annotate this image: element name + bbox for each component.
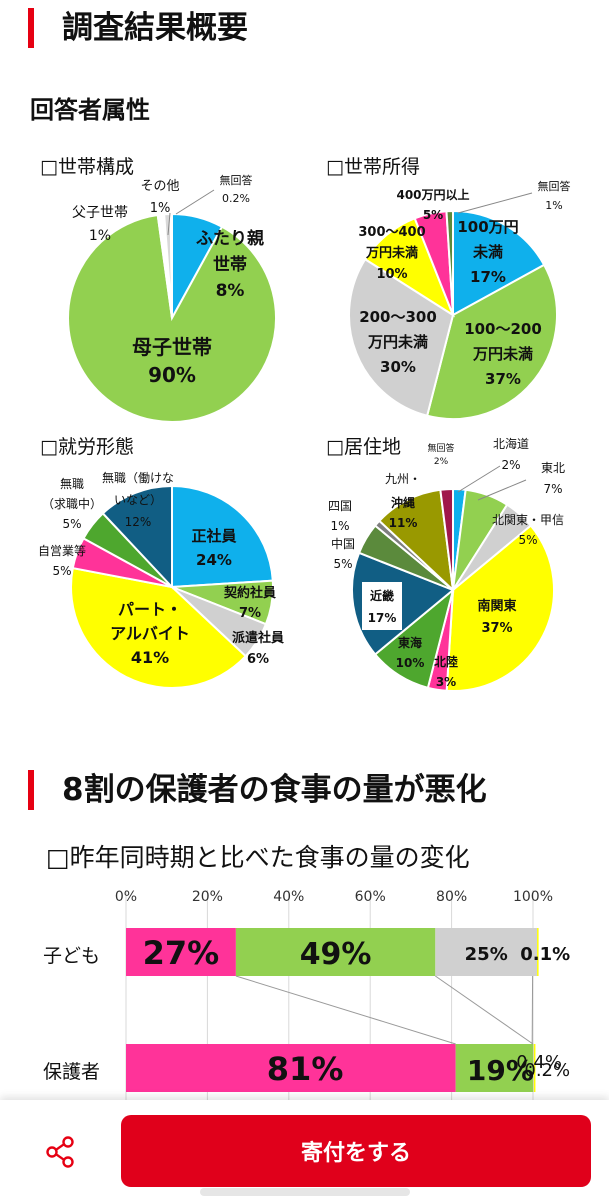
slice-label: 近畿 17% [368,588,397,625]
share-icon [45,1136,75,1172]
slice-label: 自営業等 5% [38,544,86,578]
slice-label: 四国 1% [328,499,352,533]
x-tick-label: 0% [115,889,137,905]
category-label: 保護者 [43,1061,100,1083]
x-tick-label: 40% [273,889,304,905]
bar-segment [126,928,236,976]
pie-title-household: □世帯構成 [40,156,134,178]
leader-line [477,479,527,501]
slice-label: 契約社員 7% [223,585,276,621]
pie-slice [425,263,558,420]
slice-label: 中国 5% [331,536,355,571]
connector-line [235,975,456,1045]
leader-line [457,192,533,214]
label-box [362,582,402,630]
x-tick-label: 20% [192,889,223,905]
x-tick-label: 60% [355,889,386,905]
category-label: 子ども [43,945,100,967]
slice-label: 東海 10% [396,635,425,670]
pie-chart-employment: 正社員 24% 契約社員 7% 派遣社員 6% パート・アルバイト 41% 自営業等 5% 無職（求… [38,470,284,689]
data-label: 27% [143,934,220,972]
slice-label: 北陸 3% [434,654,458,689]
bar-segment [537,928,539,976]
data-label: 0.2% [524,1060,570,1081]
pie-slice [171,484,274,589]
slice-label: 派遣社員 6% [232,630,284,667]
data-label: 49% [300,937,372,972]
slice-label: 正社員 24% [191,527,236,569]
slice-label: 200〜300 万円未満 30% [359,308,437,376]
pie-slice [70,566,248,689]
slice-label: 父子世帯 1% [72,205,128,244]
pie-slice [452,209,546,317]
leader-line [457,465,501,493]
slice-label: 無職（働けないなど） 12% [102,470,174,529]
data-label: 25% [465,944,508,965]
slice-label: 無回答 1% [538,179,571,212]
section-heading-summary: 調査結果概要 [28,8,248,48]
bar-segment [455,1044,533,1092]
x-tick-label: 80% [436,889,467,905]
share-button[interactable] [38,1132,82,1176]
data-label: 19% [467,1054,534,1087]
pie-title-residence: □居住地 [326,436,401,458]
slice-label: 100万円未満 17% [457,218,518,286]
pie-slice [445,524,555,692]
bar-segment [126,1044,456,1092]
slice-label: パート・アルバイト 41% [110,600,190,667]
slice-label: 東北 7% [541,461,565,496]
donate-button[interactable]: 寄付をする [121,1115,591,1187]
slice-label: 北関東・甲信 5% [492,513,564,547]
leader-line [175,189,215,215]
pie-slice [439,487,454,591]
pie-title-employment: □就労形態 [40,436,134,458]
bar-segment [533,1044,536,1092]
data-label: 81% [267,1050,344,1088]
pie-slice [377,488,455,593]
slice-label: 無回答 2% [427,442,454,467]
slice-label: 南関東 37% [477,598,516,636]
pie-chart-income: 100万円未満 17% 100〜200 万円未満 37% 200〜300 万円未満 30% 30… [348,179,571,420]
bar-chart-title: □昨年同時期と比べた食事の量の変化 [46,843,470,872]
slice-label: 300〜400 万円未満 10% [358,225,425,282]
x-tick-label: 100% [513,889,553,905]
connector-line [435,975,534,1045]
pie-slice [445,209,454,316]
slice-label: 無職（求職中） 5% [42,476,102,531]
pie-slice [169,212,173,319]
slice-label: 400万円以上 5% [396,187,469,222]
data-label: 0.4% [516,1052,562,1073]
slice-label: ふたり親世帯 8% [196,228,264,301]
leader-line [167,212,171,236]
pie-title-income: □世帯所得 [326,156,420,178]
bar-segment [435,928,538,976]
bar-segment [533,1044,535,1092]
data-label: 0.1% [520,944,570,965]
slice-label: その他 1% [140,179,179,216]
bar-segment [235,928,436,976]
section-heading-meal-worse: 8割の保護者の食事の量が悪化 [28,770,487,810]
home-indicator [200,1188,410,1196]
slice-label: 沖縄 11% [389,495,418,530]
slice-label: 無回答 0.2% [220,173,253,205]
slice-label: 100〜200 万円未満 37% [464,320,542,388]
pie-slice [101,484,173,590]
subheading-respondent-attributes: 回答者属性 [30,96,150,124]
slice-label: 九州・ [385,472,421,486]
pie-slice [348,257,455,417]
slice-label: 北海道 2% [493,436,529,472]
slice-label: 母子世帯 90% [132,335,212,387]
pie-chart-household: ふたり親世帯 8% 母子世帯 90% 父子世帯 1% その他 1% 無回答 0.2% [67,173,277,423]
pie-chart-residence: 北海道 2% 東北 7% 北関東・甲信 5% 南関東 37% 北陸 3% 東海 10% 近畿 17% 中国 5… [328,436,565,692]
pie-slice [67,213,277,423]
